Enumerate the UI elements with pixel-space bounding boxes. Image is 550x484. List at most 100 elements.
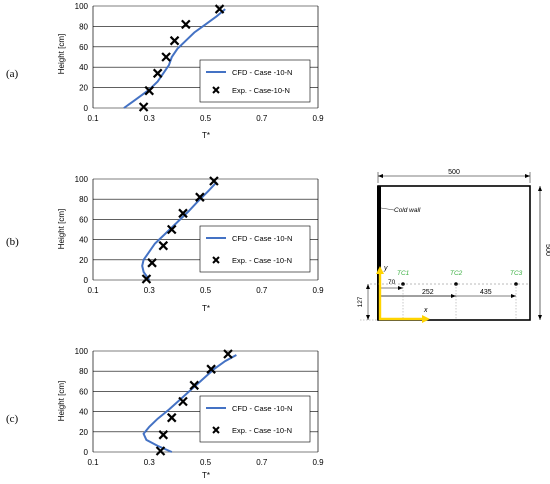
exp-data-point [209, 176, 219, 186]
y-tick-label: 80 [79, 22, 88, 31]
y-tick-label: 60 [79, 387, 88, 396]
dim-435-arrow [511, 294, 516, 298]
y-tick-label: 20 [79, 256, 88, 265]
legend-marker-swatch [212, 426, 220, 434]
marker-stroke [158, 430, 169, 440]
exp-data-point [178, 208, 188, 219]
width-arrow-left [378, 174, 383, 178]
cold-wall-label: Cold wall [394, 207, 421, 214]
panel-label-c: (c) [6, 413, 19, 425]
exp-data-point [158, 240, 169, 251]
x-tick-label: 0.5 [200, 114, 212, 123]
chart-c: 0 20 40 60 80 100 0.1 0.3 0.5 0.7 0.9 CFD - Case -1… [57, 347, 324, 480]
exp-data-point [206, 364, 216, 374]
y-tick-label: 100 [75, 175, 89, 184]
width-arrow-right [525, 174, 530, 178]
exp-data-point [138, 102, 149, 112]
legend-box [199, 59, 311, 103]
x-tick-label: 0.5 [200, 458, 212, 467]
exp-data-point [181, 19, 191, 30]
y-tick-label: 40 [79, 63, 88, 72]
sensor-tc3-label: TC3 [510, 270, 523, 277]
chart-b-plot: 0 20 40 60 80 100 0.1 0.3 0.5 0.7 0.9 CFD - Case -1… [75, 175, 324, 295]
marker-stroke [189, 380, 200, 391]
cfd-series-line [141, 181, 218, 281]
height-arrow-top [538, 186, 542, 191]
legend-label-cfd: CFD - Case -10-N [232, 404, 292, 413]
marker-stroke [155, 446, 166, 456]
cold-wall-leader [380, 207, 395, 211]
y-tick-label: 80 [79, 367, 88, 376]
y-tick-label: 40 [79, 408, 88, 417]
dim-127-label: 127 [357, 296, 364, 307]
x-tick-label: 0.7 [256, 458, 268, 467]
marker-stroke [166, 412, 177, 423]
x-tick-label: 0.3 [144, 114, 156, 123]
height-label: 500 [544, 244, 550, 256]
exp-data-point [161, 52, 171, 62]
y-tick-label: 60 [79, 215, 88, 224]
x-axis-title: T* [202, 471, 210, 480]
x-tick-label: 0.1 [87, 114, 99, 123]
x-axis-title: T* [202, 131, 210, 140]
x-tick-label: 0.9 [312, 286, 324, 295]
legend-label-exp: Exp. - Case-10-N [232, 86, 290, 95]
legend-marker-swatch [212, 86, 220, 94]
panel-label-a: (a) [6, 68, 19, 80]
cold-wall [377, 186, 381, 320]
marker-stroke [144, 85, 155, 96]
x-axis-title: T* [202, 304, 210, 312]
chart-a: 0 20 40 60 80 100 0.1 0.3 0.5 0.7 0.9 CFD - Case -1… [57, 2, 324, 140]
y-tick-label: 0 [84, 448, 89, 457]
marker-stroke [209, 176, 219, 186]
exp-data-point [147, 258, 157, 268]
y-axis-title: Height [cm] [57, 381, 66, 421]
legend-box [199, 225, 311, 273]
sensor-tc1-label: TC1 [397, 270, 410, 277]
exp-data-point [189, 380, 200, 391]
chart-c-plot: 0 20 40 60 80 100 0.1 0.3 0.5 0.7 0.9 CFD - Case -1… [75, 347, 324, 467]
x-tick-label: 0.9 [312, 114, 324, 123]
marker-stroke [195, 192, 205, 202]
legend-label-cfd: CFD - Case -10-N [232, 234, 292, 243]
x-tick-label: 0.1 [87, 458, 99, 467]
exp-data-point [158, 430, 169, 440]
x-tick-label: 0.3 [144, 458, 156, 467]
marker-stroke [223, 349, 233, 359]
x-tick-label: 0.3 [144, 286, 156, 295]
y-tick-label: 0 [84, 276, 89, 285]
dim-70-arrow [398, 286, 403, 290]
exp-data-point [178, 396, 188, 407]
marker-stroke [158, 240, 169, 251]
legend-marker-swatch [212, 256, 220, 264]
x-tick-label: 0.5 [200, 286, 212, 295]
exp-data-point [169, 35, 180, 46]
exp-data-point [155, 446, 166, 456]
marker-stroke [206, 364, 216, 374]
marker-stroke [141, 274, 152, 284]
legend-box [199, 395, 311, 443]
dim-70-label: 70 [388, 279, 396, 286]
y-tick-label: 0 [84, 104, 89, 113]
cfd-series-line [123, 8, 226, 109]
exp-data-point [144, 85, 155, 96]
y-axis-label: y [383, 265, 388, 272]
dim-127-arrow-top [366, 284, 370, 289]
dim-252-label: 252 [422, 289, 434, 296]
y-tick-label: 100 [75, 347, 89, 356]
x-tick-label: 0.7 [256, 286, 268, 295]
panel-label-b: (b) [6, 236, 19, 248]
exp-data-point [141, 274, 152, 284]
x-tick-label: 0.1 [87, 286, 99, 295]
y-tick-label: 100 [75, 2, 89, 11]
marker-stroke [152, 68, 163, 79]
exp-data-point [195, 192, 205, 202]
y-axis-title: Height [cm] [57, 209, 66, 249]
cavity-diagram: 500 Cold wall 500 TC1 TC2 TC3 70 252 435… [357, 169, 550, 323]
chart-b: 0 20 40 60 80 100 0.1 0.3 0.5 0.7 0.9 CFD - Case -1… [57, 175, 324, 312]
width-label: 500 [448, 169, 460, 176]
marker-stroke [181, 19, 191, 30]
x-axis-arrowhead [422, 315, 430, 323]
height-arrow-bottom [538, 315, 542, 320]
marker-stroke [178, 208, 188, 219]
